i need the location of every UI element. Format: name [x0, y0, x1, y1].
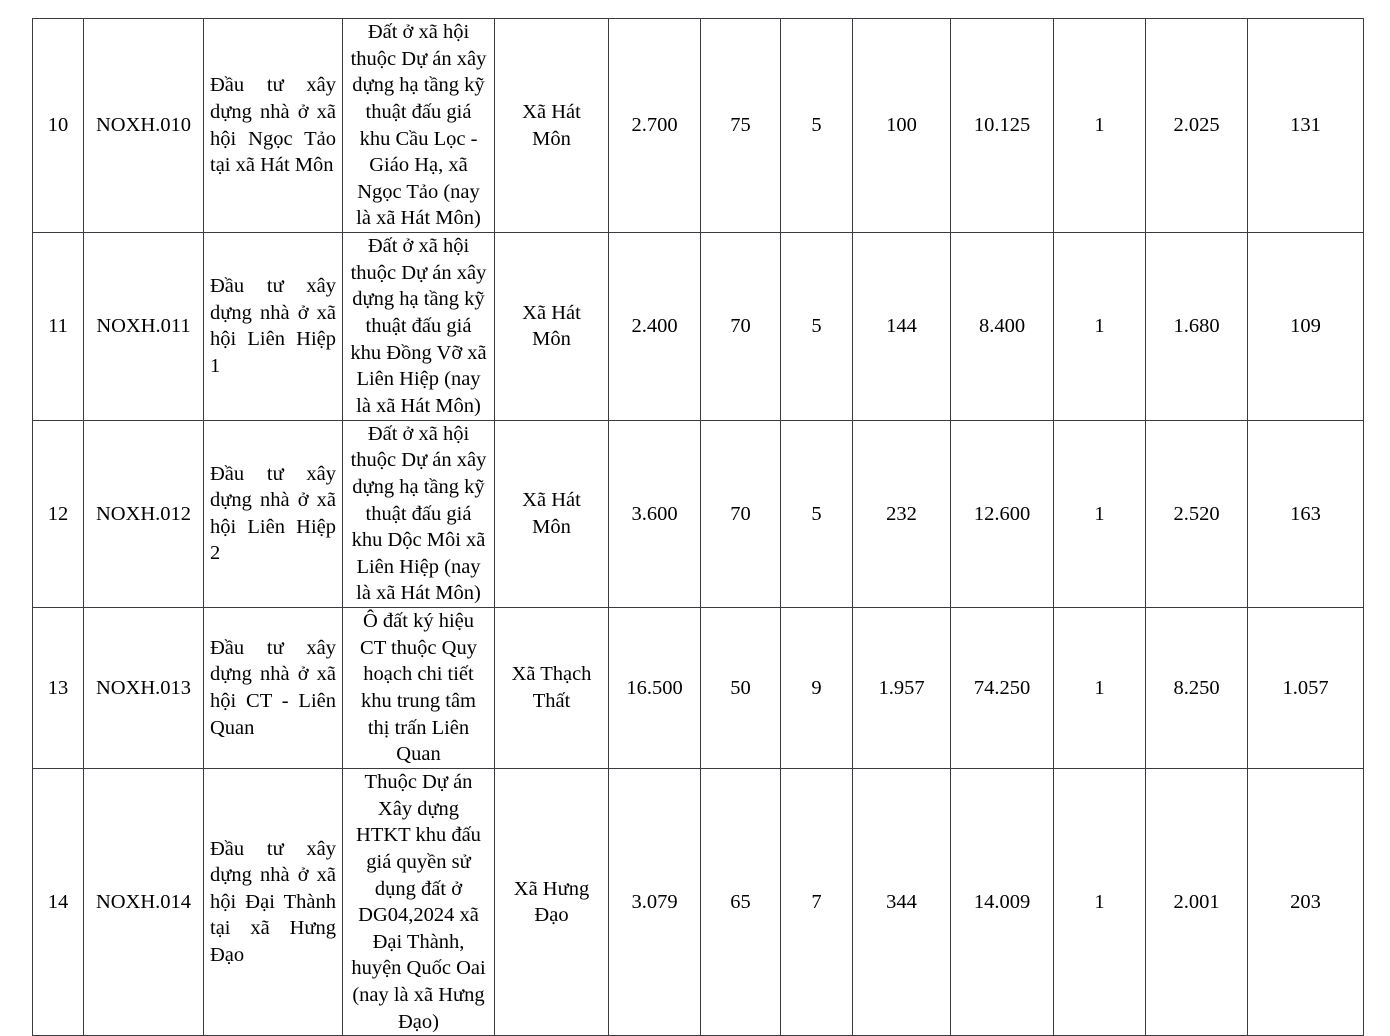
cell-floors: 5	[780, 419, 853, 609]
cell-floor-area: 12.600	[950, 419, 1054, 609]
cell-area: 2.700	[608, 17, 701, 234]
cell-stt: 13	[32, 607, 84, 769]
cell-floors: 5	[780, 17, 853, 234]
cell-phase: 1	[1053, 419, 1146, 609]
table-row: 10 NOXH.010 Đầu tư xây dựng nhà ở xã hội…	[32, 17, 1364, 234]
table-row: 11 NOXH.011 Đầu tư xây dựng nhà ở xã hội…	[32, 232, 1364, 421]
cell-density: 70	[700, 419, 781, 609]
cell-location: Xã Hát Môn	[494, 17, 609, 234]
cell-code: NOXH.014	[83, 767, 204, 1036]
cell-floor-area: 74.250	[950, 607, 1054, 769]
document-page: 10 NOXH.010 Đầu tư xây dựng nhà ở xã hội…	[32, 17, 1364, 1036]
table-row: 14 NOXH.014 Đầu tư xây dựng nhà ở xã hội…	[32, 767, 1364, 1036]
cell-code: NOXH.010	[83, 17, 204, 234]
cell-code: NOXH.011	[83, 232, 204, 421]
cell-area: 2.400	[608, 232, 701, 421]
cell-units: 144	[852, 232, 951, 421]
cell-value: 2.001	[1145, 767, 1248, 1036]
cell-location: Xã Hát Môn	[494, 419, 609, 609]
cell-phase: 1	[1053, 607, 1146, 769]
cell-stt: 11	[32, 232, 84, 421]
cell-phase: 1	[1053, 232, 1146, 421]
cell-location: Xã Hát Môn	[494, 232, 609, 421]
cell-location: Xã Hưng Đạo	[494, 767, 609, 1036]
projects-table: 10 NOXH.010 Đầu tư xây dựng nhà ở xã hội…	[32, 17, 1364, 1036]
cell-area: 3.600	[608, 419, 701, 609]
cell-project-name: Đầu tư xây dựng nhà ở xã hội Liên Hiệp 2	[203, 419, 343, 609]
cell-density: 75	[700, 17, 781, 234]
table-row: 13 NOXH.013 Đầu tư xây dựng nhà ở xã hội…	[32, 607, 1364, 769]
cell-stt: 10	[32, 17, 84, 234]
cell-floor-area: 8.400	[950, 232, 1054, 421]
cell-floors: 9	[780, 607, 853, 769]
cell-project-name: Đầu tư xây dựng nhà ở xã hội Đại Thành t…	[203, 767, 343, 1036]
cell-phase: 1	[1053, 17, 1146, 234]
table-body: 10 NOXH.010 Đầu tư xây dựng nhà ở xã hội…	[32, 17, 1364, 1036]
cell-population: 1.057	[1247, 607, 1364, 769]
cell-floor-area: 14.009	[950, 767, 1054, 1036]
cell-population: 131	[1247, 17, 1364, 234]
cell-value: 2.025	[1145, 17, 1248, 234]
cell-density: 65	[700, 767, 781, 1036]
cell-floor-area: 10.125	[950, 17, 1054, 234]
cell-floors: 5	[780, 232, 853, 421]
cell-area: 3.079	[608, 767, 701, 1036]
cell-units: 344	[852, 767, 951, 1036]
cell-code: NOXH.013	[83, 607, 204, 769]
cell-population: 203	[1247, 767, 1364, 1036]
cell-project-name: Đầu tư xây dựng nhà ở xã hội Ngọc Tảo tạ…	[203, 17, 343, 234]
cell-value: 8.250	[1145, 607, 1248, 769]
cell-project-name: Đầu tư xây dựng nhà ở xã hội Liên Hiệp 1	[203, 232, 343, 421]
cell-stt: 14	[32, 767, 84, 1036]
cell-units: 100	[852, 17, 951, 234]
cell-project-name: Đầu tư xây dựng nhà ở xã hội CT - Liên Q…	[203, 607, 343, 769]
cell-value: 2.520	[1145, 419, 1248, 609]
cell-description: Thuộc Dự án Xây dựng HTKT khu đấu giá qu…	[342, 767, 495, 1036]
cell-floors: 7	[780, 767, 853, 1036]
cell-population: 109	[1247, 232, 1364, 421]
cell-area: 16.500	[608, 607, 701, 769]
cell-code: NOXH.012	[83, 419, 204, 609]
cell-stt: 12	[32, 419, 84, 609]
cell-density: 70	[700, 232, 781, 421]
cell-description: Đất ở xã hội thuộc Dự án xây dựng hạ tần…	[342, 419, 495, 609]
cell-location: Xã Thạch Thất	[494, 607, 609, 769]
cell-population: 163	[1247, 419, 1364, 609]
table-row: 12 NOXH.012 Đầu tư xây dựng nhà ở xã hội…	[32, 419, 1364, 609]
cell-description: Đất ở xã hội thuộc Dự án xây dựng hạ tần…	[342, 232, 495, 421]
cell-description: Đất ở xã hội thuộc Dự án xây dựng hạ tần…	[342, 17, 495, 234]
cell-value: 1.680	[1145, 232, 1248, 421]
cell-units: 1.957	[852, 607, 951, 769]
cell-density: 50	[700, 607, 781, 769]
cell-description: Ô đất ký hiệu CT thuộc Quy hoạch chi tiế…	[342, 607, 495, 769]
cell-phase: 1	[1053, 767, 1146, 1036]
cell-units: 232	[852, 419, 951, 609]
